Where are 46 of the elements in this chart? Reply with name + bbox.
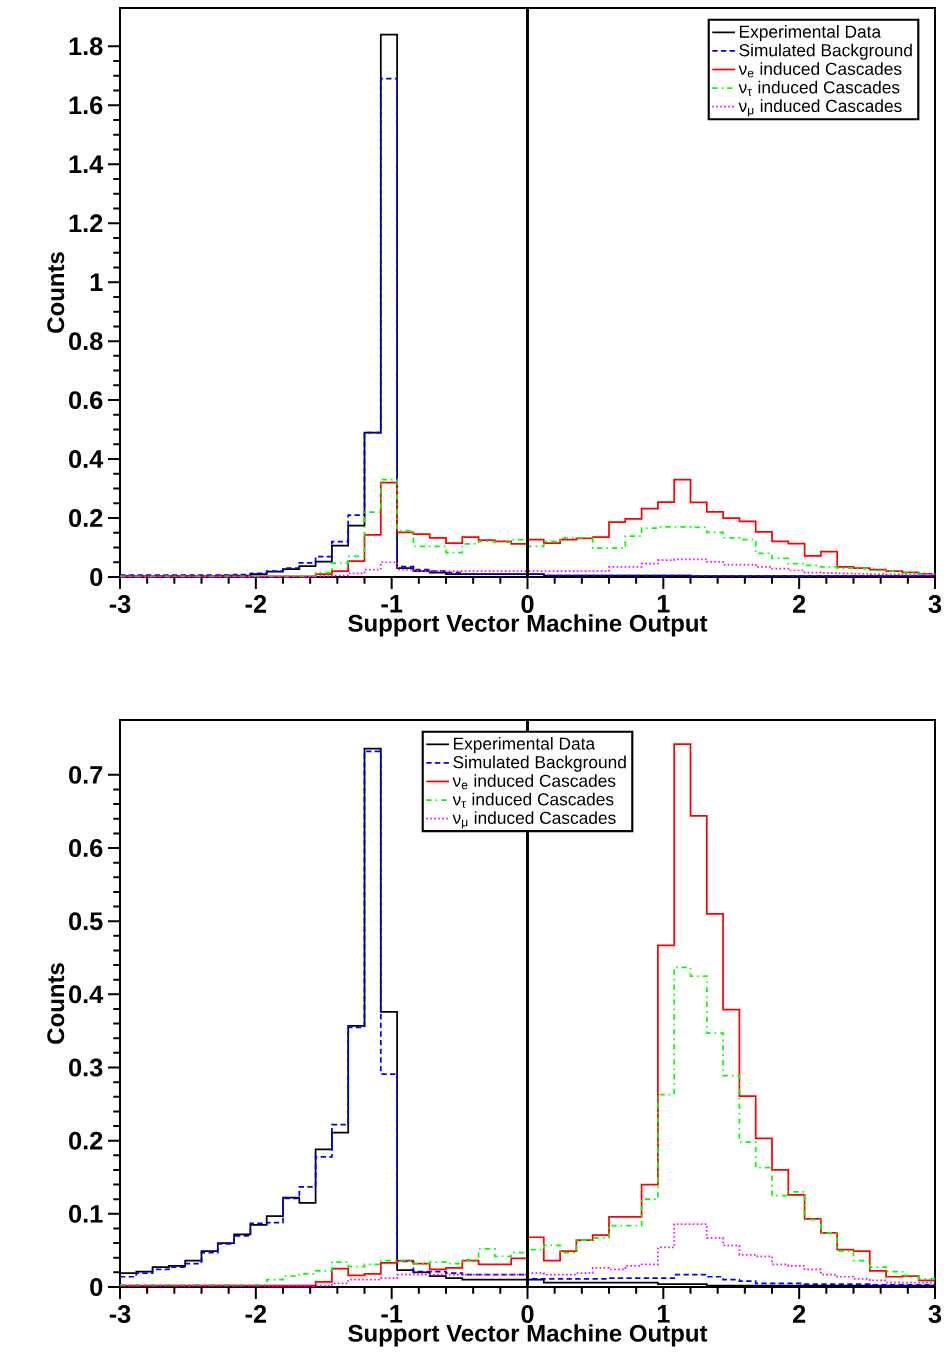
x-tick-label: 0 xyxy=(521,595,534,613)
y-tick-label: 1.4 xyxy=(69,155,104,173)
x-tick-label: 1 xyxy=(657,595,670,613)
legend-label: Experimental Data xyxy=(453,737,596,754)
y-tick-label: 0.4 xyxy=(69,985,104,1004)
y-tick-label: 0.8 xyxy=(69,332,103,351)
y-axis-title: Counts xyxy=(47,963,65,1044)
x-tick-label: 2 xyxy=(793,1305,806,1323)
x-tick-label: 3 xyxy=(928,595,942,614)
x-tick-label: 0 xyxy=(521,1305,534,1323)
y-tick-label: 0.5 xyxy=(69,912,103,931)
x-tick-label: -2 xyxy=(245,595,267,613)
x-tick-label: 2 xyxy=(793,595,806,613)
y-tick-label: 1 xyxy=(90,273,103,291)
x-axis-title: Support Vector Machine Output xyxy=(348,1324,708,1347)
y-tick-label: 0 xyxy=(90,1278,103,1296)
x-tick-label: -1 xyxy=(381,1305,403,1323)
legend-label: ν$_{e}$ induced Cascades xyxy=(738,62,902,78)
y-tick-label: 0.6 xyxy=(69,839,103,857)
legend-label: Simulated Background xyxy=(739,43,912,60)
y-tick-label: 0.7 xyxy=(69,765,103,784)
y-tick-label: 0 xyxy=(90,568,103,586)
y-tick-label: 0.1 xyxy=(69,1204,103,1223)
legend-label: ν$_{τ}$ induced Cascades xyxy=(452,792,614,808)
y-tick-label: 0.4 xyxy=(69,450,104,469)
x-tick-label: -3 xyxy=(109,595,131,614)
x-tick-label: 1 xyxy=(657,1305,670,1323)
legend-label: ν$_{τ}$ induced Cascades xyxy=(738,80,900,96)
x-tick-label: -3 xyxy=(109,1305,131,1324)
x-tick-label: -1 xyxy=(381,595,403,613)
legend-label: ν$_{μ}$ induced Cascades xyxy=(738,99,902,117)
x-axis-title: Support Vector Machine Output xyxy=(348,614,708,637)
y-tick-label: 0.3 xyxy=(69,1058,103,1077)
x-tick-label: 3 xyxy=(928,1305,942,1324)
legend-label: Simulated Background xyxy=(453,755,626,772)
legend-label: ν$_{e}$ induced Cascades xyxy=(452,774,616,790)
y-tick-label: 0.2 xyxy=(69,1131,103,1150)
y-tick-label: 1.8 xyxy=(69,37,103,56)
x-tick-label: -2 xyxy=(245,1305,267,1323)
legend-label: ν$_{μ}$ induced Cascades xyxy=(452,811,616,829)
legend-label: Experimental Data xyxy=(739,25,882,42)
y-tick-label: 1.2 xyxy=(69,214,103,233)
y-tick-label: 0.6 xyxy=(69,391,103,410)
y-tick-label: 1.6 xyxy=(69,96,103,115)
y-tick-label: 0.2 xyxy=(69,509,103,527)
y-axis-title: Counts xyxy=(47,252,65,333)
